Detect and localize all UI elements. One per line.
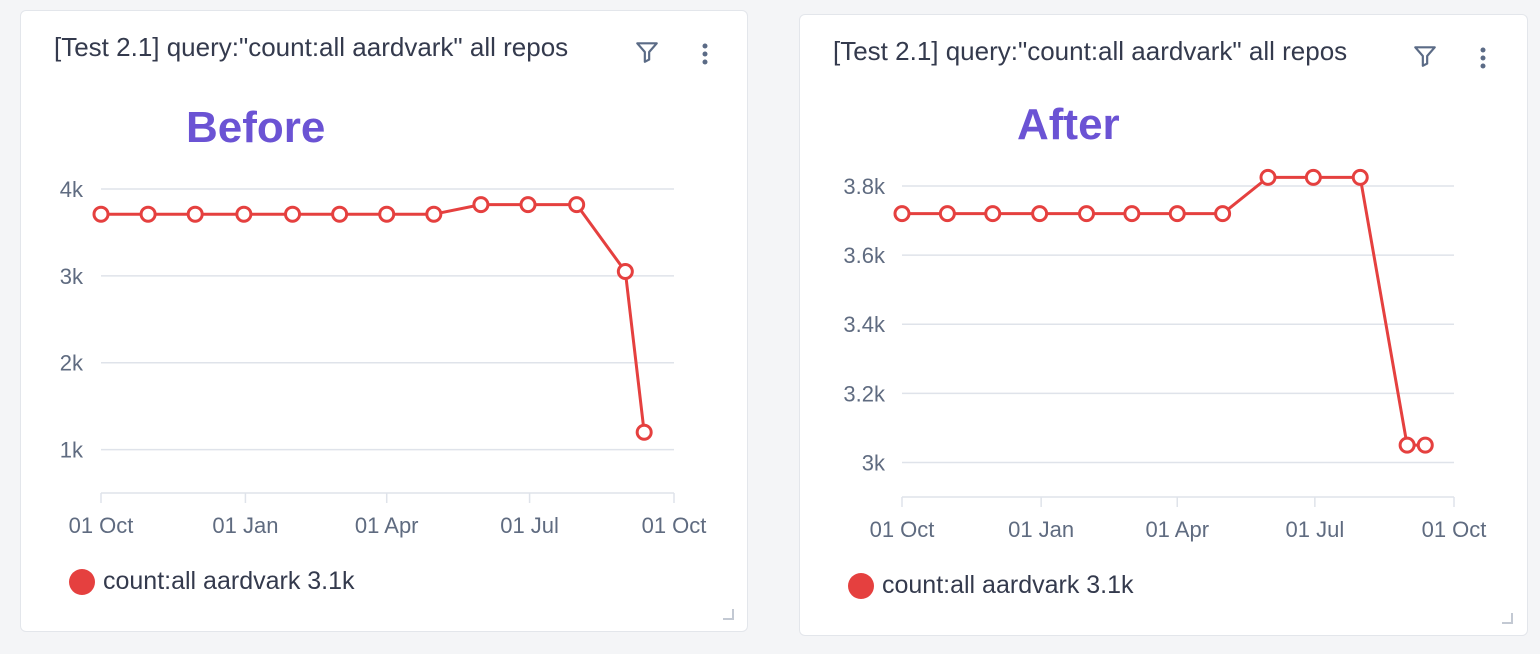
data-point (1351, 168, 1369, 186)
x-tick-label: 01 Jul (1286, 517, 1345, 542)
legend-swatch (848, 572, 874, 599)
y-tick-label: 3.2k (843, 381, 886, 406)
data-point (186, 205, 204, 223)
data-point (1031, 205, 1049, 223)
resize-handle-icon[interactable] (721, 607, 735, 621)
y-tick-label: 3k (60, 264, 84, 289)
x-tick-label: 01 Apr (1145, 517, 1209, 542)
resize-handle-icon[interactable] (1500, 611, 1514, 625)
data-point (519, 196, 537, 214)
x-tick-label: 01 Jul (500, 513, 559, 538)
series-line (902, 175, 1426, 447)
data-point (235, 205, 253, 223)
insight-card-before: [Test 2.1] query:"count:all aardvark" al… (20, 10, 748, 632)
legend-label: count:all aardvark 3.1k (882, 571, 1134, 599)
x-tick-label: 01 Apr (355, 513, 419, 538)
chart-legend: count:all aardvark 3.1k (69, 567, 355, 596)
data-point (284, 205, 302, 223)
data-point (893, 205, 911, 223)
line-chart: 3k 3.2k 3.4k 3.6k 3.8k 01 Oct 01 Jan 01 Apr 01 J… (843, 168, 1487, 542)
legend-swatch (69, 568, 95, 595)
data-point (378, 205, 396, 223)
data-point (616, 263, 634, 281)
x-tick-label: 01 Oct (870, 517, 935, 542)
y-tick-label: 3.6k (843, 243, 886, 268)
y-tick-label: 3.8k (843, 174, 886, 199)
data-point (1398, 436, 1416, 454)
more-vertical-icon[interactable] (1476, 45, 1490, 71)
x-tick-label: 01 Jan (212, 513, 278, 538)
y-tick-label: 2k (60, 351, 84, 376)
data-point (635, 423, 653, 441)
y-tick-label: 3k (862, 450, 886, 475)
data-point (472, 196, 490, 214)
data-point (938, 205, 956, 223)
data-point (984, 205, 1002, 223)
y-tick-label: 4k (60, 177, 84, 202)
data-point (331, 205, 349, 223)
chart-legend: count:all aardvark 3.1k (848, 571, 1134, 600)
data-point (568, 196, 586, 214)
data-point (1168, 205, 1186, 223)
filter-icon[interactable] (1412, 43, 1438, 69)
line-chart: 1k 2k 3k 4k 01 Oct 01 Jan 01 Apr 01 Jul 01 Oct (60, 177, 707, 538)
data-point (1214, 205, 1232, 223)
x-tick-label: 01 Oct (69, 513, 134, 538)
data-point (139, 205, 157, 223)
data-point (425, 205, 443, 223)
data-point (92, 205, 110, 223)
data-point (1123, 205, 1141, 223)
data-point (1304, 168, 1322, 186)
y-tick-label: 1k (60, 438, 84, 463)
insight-card-after: [Test 2.1] query:"count:all aardvark" al… (799, 14, 1528, 636)
data-point (1416, 436, 1434, 454)
card-title: [Test 2.1] query:"count:all aardvark" al… (54, 32, 569, 62)
x-tick-label: 01 Oct (1422, 517, 1487, 542)
x-tick-label: 01 Jan (1008, 517, 1074, 542)
more-vertical-icon[interactable] (698, 41, 712, 67)
data-point (1078, 205, 1096, 223)
after-annotation: After (1017, 100, 1120, 149)
card-title: [Test 2.1] query:"count:all aardvark" al… (833, 36, 1348, 66)
legend-label: count:all aardvark 3.1k (103, 567, 355, 595)
x-tick-label: 01 Oct (642, 513, 707, 538)
y-tick-label: 3.4k (843, 312, 886, 337)
data-point (1259, 168, 1277, 186)
before-annotation: Before (186, 103, 326, 152)
filter-icon[interactable] (634, 39, 660, 65)
series-line (101, 203, 646, 433)
